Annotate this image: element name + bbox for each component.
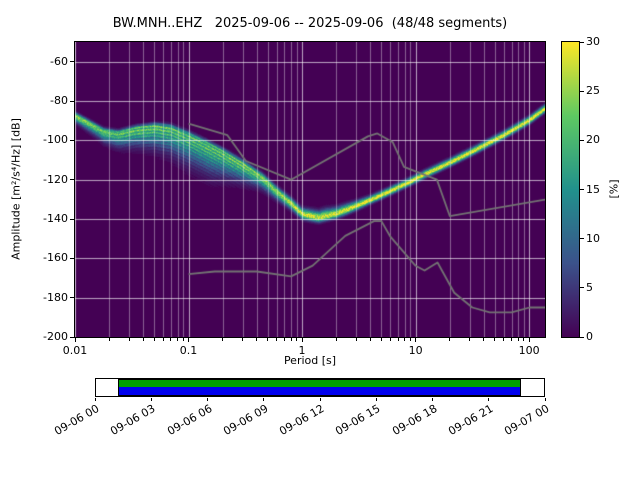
x-minor-tick [369,338,371,341]
time-tick-label: 09-06 12 [277,402,327,438]
time-tick-label: 09-06 18 [389,402,439,438]
time-tick [263,398,265,401]
x-minor-tick [162,338,164,341]
x-major-tick [415,338,417,342]
colorbar-tick-label: 30 [586,35,600,48]
x-minor-tick [449,338,451,341]
x-minor-tick [355,338,357,341]
x-minor-tick [222,338,224,341]
x-major-tick [74,338,76,342]
availability-fill-top [118,380,521,387]
x-minor-tick [267,338,269,341]
colorbar-tick-label: 25 [586,84,600,98]
x-minor-tick [380,338,382,341]
colorbar-tick [580,41,584,43]
time-tick [150,398,152,401]
ppsd-heatmap-canvas [75,42,545,337]
x-minor-tick [296,338,298,341]
x-minor-tick [128,338,130,341]
colorbar-tick [580,90,584,92]
x-major-tick [188,338,190,342]
x-minor-tick [511,338,513,341]
y-tick-label: -60 [50,54,68,68]
time-tick [488,398,490,401]
time-tick-label: 09-06 15 [333,402,383,438]
x-major-tick [301,338,303,342]
time-tick-label: 09-06 21 [445,402,496,438]
plot-area [74,41,546,338]
figure-title: BW.MNH..EHZ 2025-09-06 -- 2025-09-06 (48… [112,16,508,31]
x-minor-tick [335,338,337,341]
colorbar-tick-label: 20 [586,133,600,147]
time-tick-label: 09-07 00 [502,402,552,438]
y-tick-label: -80 [50,94,68,107]
x-minor-tick [517,338,519,341]
x-minor-tick [523,338,525,341]
x-minor-tick [283,338,285,341]
x-major-tick [528,338,530,342]
x-minor-tick [256,338,258,341]
time-tick-label: 09-06 09 [220,402,271,438]
time-tick-label: 09-06 00 [52,402,102,438]
time-tick-label: 09-06 03 [108,402,158,438]
x-minor-tick [409,338,411,341]
y-tick-label: -180 [43,290,68,304]
x-minor-tick [389,338,391,341]
colorbar-tick-label: 15 [586,182,600,196]
colorbar-tick [580,238,584,240]
y-tick-label: -100 [43,133,68,147]
x-minor-tick [182,338,184,341]
time-tick [319,398,321,401]
y-tick-label: -160 [43,251,68,265]
colorbar-tick-label: 10 [586,231,600,245]
x-minor-tick [503,338,505,341]
availability-fill [117,379,522,396]
x-minor-tick [397,338,399,341]
colorbar-tick [580,336,584,338]
time-tick [432,398,433,401]
colorbar-tick-label: 5 [586,280,593,294]
colorbar-tick [580,189,584,190]
time-tick [544,398,546,401]
x-minor-tick [483,338,485,341]
availability-fill-bottom [118,386,521,395]
x-minor-tick [404,338,406,341]
colorbar-tick-label: 0 [586,330,593,343]
colorbar [561,41,580,338]
x-minor-tick [177,338,179,341]
availability-bar [95,378,545,397]
colorbar-tick [580,139,584,141]
x-minor-tick [142,338,144,341]
x-minor-tick [108,338,110,341]
time-tick [94,398,96,401]
x-axis-label: Period [s] [283,354,337,367]
x-minor-tick [469,338,471,341]
y-tick-label: -200 [43,330,68,343]
y-tick-label: -140 [43,212,68,225]
y-tick-label: -120 [43,172,68,186]
x-minor-tick [242,338,244,341]
time-tick [207,398,208,401]
x-minor-tick [276,338,278,341]
x-minor-tick [170,338,172,341]
colorbar-label: [%] [607,179,621,199]
x-minor-tick [494,338,496,341]
x-minor-tick [153,338,155,341]
colorbar-tick [580,287,584,289]
time-tick [375,398,377,401]
time-tick-label: 09-06 06 [164,402,214,438]
x-minor-tick [290,338,292,341]
y-axis-label: Amplitude [m²/s⁴/Hz] [dB] [9,118,23,260]
